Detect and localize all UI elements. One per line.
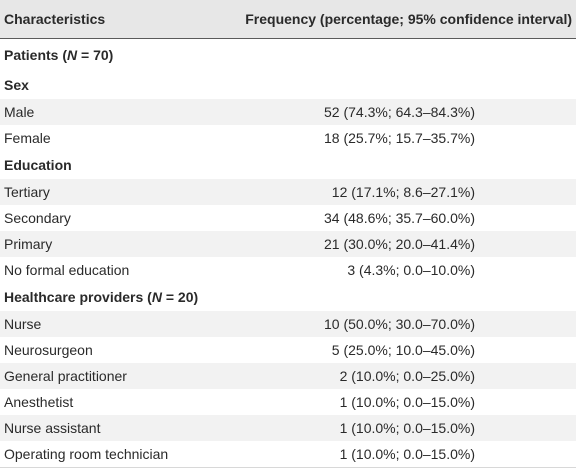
table-row: Tertiary 12 (17.1%; 8.6–27.1%): [0, 179, 576, 205]
table-row: Secondary 34 (48.6%; 35.7–60.0%): [0, 205, 576, 231]
row-label: Anesthetist: [4, 394, 74, 410]
row-value: 3 (4.3%; 0.0–10.0%): [347, 262, 475, 278]
row-value: 12 (17.1%; 8.6–27.1%): [192, 179, 576, 205]
row-value: 1 (10.0%; 0.0–15.0%): [192, 415, 576, 441]
row-label: Operating room technician: [0, 441, 193, 468]
row-value: 1 (10.0%; 0.0–15.0%): [192, 441, 576, 468]
row-label: Tertiary: [0, 179, 193, 205]
row-value: 10 (50.0%; 30.0–70.0%): [192, 311, 576, 337]
section-sex-label: Sex: [4, 77, 29, 93]
header-frequency: Frequency (percentage; 95% confidence in…: [192, 0, 576, 39]
row-value: 2 (10.0%; 0.0–25.0%): [192, 363, 576, 389]
table-row: Neurosurgeon 5 (25.0%; 10.0–45.0%): [0, 337, 576, 363]
row-label: Neurosurgeon: [4, 342, 93, 358]
section-healthcare-providers: Healthcare providers (N = 20): [0, 283, 576, 311]
header-characteristics: Characteristics: [0, 0, 193, 39]
row-label: Secondary: [4, 210, 71, 226]
table-row: Operating room technician 1 (10.0%; 0.0–…: [0, 441, 576, 468]
section-education: Education: [0, 151, 576, 179]
table-row: Primary 21 (30.0%; 20.0–41.4%): [0, 231, 576, 257]
table-row: No formal education 3 (4.3%; 0.0–10.0%): [0, 257, 576, 283]
row-label: No formal education: [4, 262, 130, 278]
table-row: General practitioner 2 (10.0%; 0.0–25.0%…: [0, 363, 576, 389]
row-label: Male: [0, 99, 193, 125]
row-value: 52 (74.3%; 64.3–84.3%): [192, 99, 576, 125]
section-patients: Patients (N = 70): [0, 39, 576, 72]
table-row: Nurse assistant 1 (10.0%; 0.0–15.0%): [0, 415, 576, 441]
table-row: Nurse 10 (50.0%; 30.0–70.0%): [0, 311, 576, 337]
table-row: Anesthetist 1 (10.0%; 0.0–15.0%): [0, 389, 576, 415]
section-patients-label: Patients (N = 70): [4, 47, 114, 63]
section-sex: Sex: [0, 71, 576, 99]
table-row: Male 52 (74.3%; 64.3–84.3%): [0, 99, 576, 125]
row-value: 5 (25.0%; 10.0–45.0%): [331, 342, 475, 358]
row-value: 1 (10.0%; 0.0–15.0%): [339, 394, 475, 410]
row-value: 18 (25.7%; 15.7–35.7%): [324, 130, 475, 146]
row-label: Primary: [0, 231, 193, 257]
row-label: Nurse: [0, 311, 193, 337]
section-education-label: Education: [4, 157, 72, 173]
table-header-row: Characteristics Frequency (percentage; 9…: [0, 0, 576, 39]
row-value: 34 (48.6%; 35.7–60.0%): [324, 210, 475, 226]
row-label: Nurse assistant: [0, 415, 193, 441]
table-row: Female 18 (25.7%; 15.7–35.7%): [0, 125, 576, 151]
section-providers-label: Healthcare providers (N = 20): [4, 289, 199, 305]
row-label: General practitioner: [0, 363, 193, 389]
row-value: 21 (30.0%; 20.0–41.4%): [192, 231, 576, 257]
row-label: Female: [4, 130, 51, 146]
